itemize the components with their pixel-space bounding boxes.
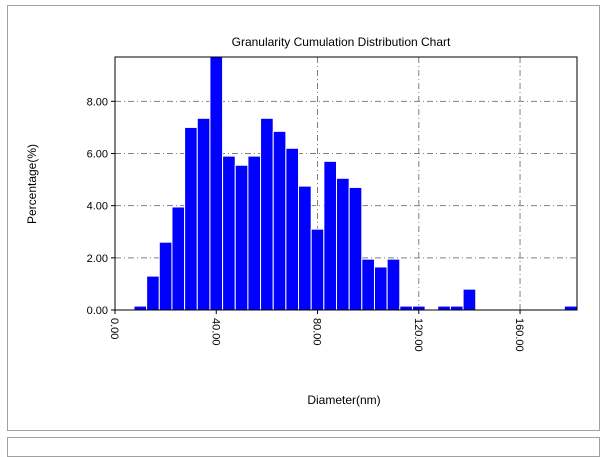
bar [386,258,401,311]
x-tick-label: 160.00 [513,318,525,352]
y-tick-label: 4.00 [87,201,108,213]
bar [272,130,287,311]
bar [171,206,186,311]
y-tick-label: 0.00 [87,305,108,317]
bar [222,155,236,311]
bar [146,275,160,311]
y-tick-label: 2.00 [87,253,108,265]
status-panel [7,437,600,457]
bar [285,147,300,311]
y-axis-label: Percentage(%) [25,144,39,224]
x-tick-label: 120.00 [412,318,424,352]
bar [563,305,578,311]
x-tick-label: 0.00 [108,318,120,339]
bar [234,164,249,311]
bar [449,305,464,311]
bar [323,160,338,311]
chart-title: Granularity Cumulation Distribution Char… [232,35,451,49]
bar [336,177,350,311]
bar [310,228,325,311]
bar [437,305,451,311]
bar [260,117,274,311]
bar [373,266,388,311]
bar [361,258,375,311]
y-tick-label: 8.00 [87,96,108,108]
bar [462,288,477,311]
bar [196,117,211,311]
bar [209,56,224,311]
x-axis-label: Diameter(nm) [307,393,380,407]
y-tick-label: 6.00 [87,149,108,161]
bar [247,155,262,311]
bar [158,241,173,311]
bar [133,305,148,311]
plot-border [114,56,578,311]
x-tick-label: 80.00 [311,318,323,346]
bar [399,305,413,311]
bar [411,305,426,311]
bar [298,185,312,311]
bar [348,186,363,311]
x-tick-label: 40.00 [209,318,221,346]
bar [184,126,198,311]
